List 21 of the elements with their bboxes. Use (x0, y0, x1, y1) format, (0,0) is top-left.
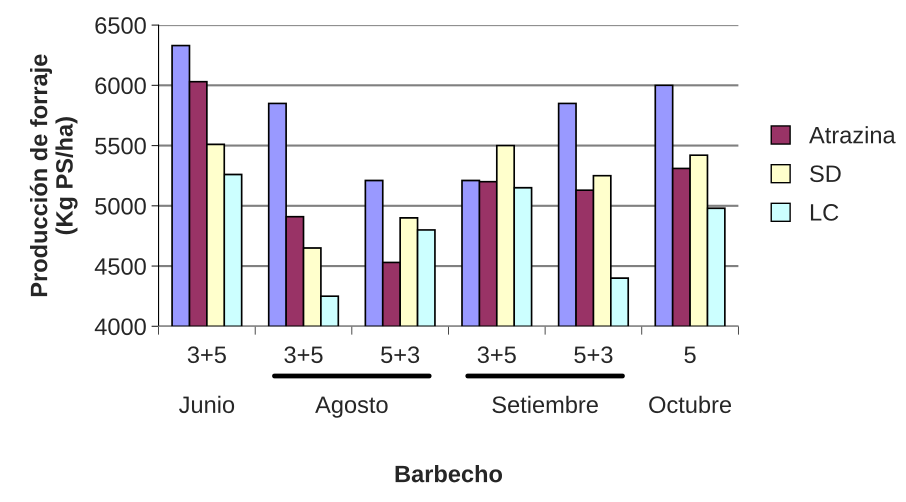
x-tick-label: 3+5 (188, 346, 226, 364)
text: Setiembre (492, 396, 598, 414)
y-tick-label: 6500 (95, 17, 146, 34)
y-tick-label: 6000 (95, 77, 146, 94)
x-tick-label: 3+5 (284, 346, 323, 364)
x-tick-label: 5 (684, 346, 696, 364)
x-tick-label: 5+3 (381, 346, 420, 364)
y-axis-title: Producción de forraje (Kg PS/ha) (30, 54, 78, 296)
y-tick-label: 4500 (94, 258, 146, 275)
text: Agosto (315, 396, 388, 418)
y-tick-label: 5000 (95, 198, 146, 215)
x-tick-label: 5+3 (574, 346, 612, 364)
text: Octubre (649, 396, 732, 414)
y-tick-label: 5500 (95, 138, 146, 154)
legend-label: SD (810, 165, 841, 182)
legend-label: LC (810, 204, 838, 221)
text: Junio (179, 396, 234, 414)
x-axis-title: Barbecho (396, 464, 502, 482)
y-tick-label: 4000 (94, 318, 146, 336)
legend-label: Atrazina (809, 126, 896, 144)
x-tick-label: 3+5 (478, 346, 516, 364)
